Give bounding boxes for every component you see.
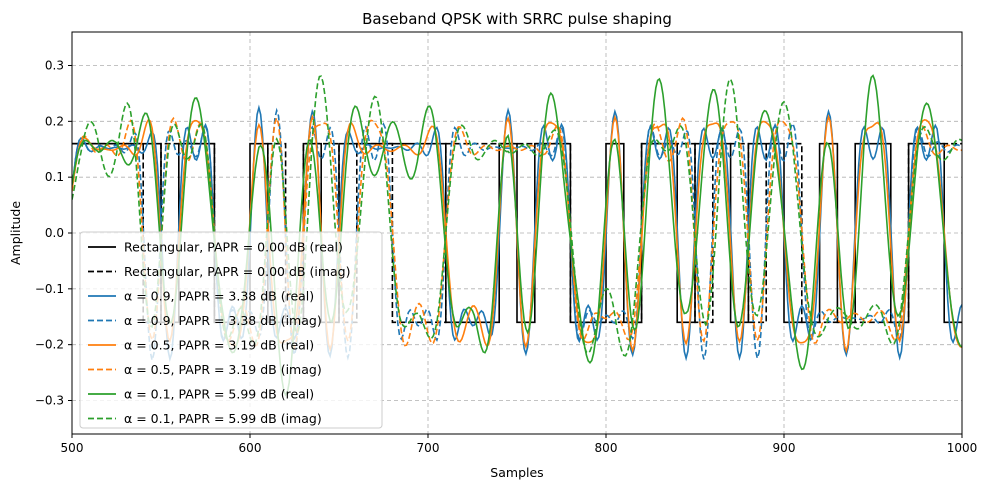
x-tick-label: 600 xyxy=(239,441,262,455)
legend-label: α = 0.9, PAPR = 3.38 dB (imag) xyxy=(124,313,322,328)
legend: Rectangular, PAPR = 0.00 dB (real) Rectan… xyxy=(79,231,383,429)
y-tick-label: 0.2 xyxy=(45,114,64,128)
y-tick-label: −0.2 xyxy=(35,338,64,352)
legend-label: Rectangular, PAPR = 0.00 dB (imag) xyxy=(124,264,350,279)
legend-box xyxy=(79,231,383,429)
series-line-5 xyxy=(72,115,962,351)
series-line-7 xyxy=(72,75,962,357)
legend-label: α = 0.9, PAPR = 3.38 dB (real) xyxy=(124,289,314,304)
chart-title: Baseband QPSK with SRRC pulse shaping xyxy=(362,10,672,28)
y-tick-label: −0.1 xyxy=(35,282,64,296)
x-tick-label: 1000 xyxy=(947,441,978,455)
legend-label: α = 0.1, PAPR = 5.99 dB (imag) xyxy=(124,411,322,426)
y-axis-label: Amplitude xyxy=(8,201,23,265)
legend-label: α = 0.1, PAPR = 5.99 dB (real) xyxy=(124,387,314,402)
legend-label: α = 0.5, PAPR = 3.19 dB (real) xyxy=(124,338,314,353)
legend-label: Rectangular, PAPR = 0.00 dB (real) xyxy=(124,240,343,255)
y-tick-label: 0.0 xyxy=(45,226,64,240)
x-tick-label: 900 xyxy=(773,441,796,455)
x-axis-label: Samples xyxy=(490,465,543,480)
axis-ticks: 500 600 700 800 900 1000 −0.3 −0.2 −0.1 0.0 0.1 0.2… xyxy=(35,59,977,456)
y-tick-label: 0.3 xyxy=(45,59,64,73)
y-tick-label: −0.3 xyxy=(35,394,64,408)
x-tick-label: 700 xyxy=(417,441,440,455)
y-tick-label: 0.1 xyxy=(45,170,64,184)
x-tick-label: 500 xyxy=(61,441,84,455)
legend-label: α = 0.5, PAPR = 3.19 dB (imag) xyxy=(124,362,322,377)
x-tick-label: 800 xyxy=(595,441,618,455)
